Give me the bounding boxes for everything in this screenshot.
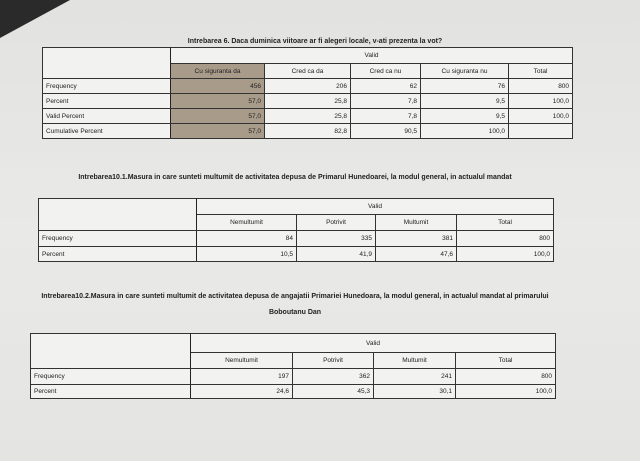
table-1: Valid Cu siguranta da Cred ca da Cred ca nu… xyxy=(42,47,574,139)
column-header-row: Nemultumit Potrivit Multumit Total xyxy=(31,352,557,369)
table-cell: 41,9 xyxy=(296,246,376,262)
header-row: Valid xyxy=(30,333,557,369)
table-row: Frequency 84 335 381 800 xyxy=(38,230,555,247)
table-cell: 25,8 xyxy=(264,108,351,124)
table-cell: 197 xyxy=(190,368,293,385)
column-header: Cred ca nu xyxy=(350,63,421,79)
table-cell: 7,8 xyxy=(350,93,421,109)
table-2-title: Intrebarea10.1.Masura in care sunteti mu… xyxy=(78,174,512,181)
column-header: Potrivit xyxy=(296,214,376,231)
table-3-title: Intrebarea10.2.Masura in care sunteti mu… xyxy=(41,293,549,316)
table-cell: 24,6 xyxy=(190,384,293,399)
table-cell: 45,3 xyxy=(292,384,374,399)
table-row: Percent 10,5 41,9 47,6 100,0 xyxy=(38,246,555,262)
column-header: Potrivit xyxy=(292,352,374,369)
table-cell: 47,6 xyxy=(375,246,457,262)
column-header: Nemultumit xyxy=(190,352,293,369)
column-header: Cu siguranta nu xyxy=(420,63,509,79)
row-label: Frequency xyxy=(38,230,197,247)
column-header: Total xyxy=(454,352,557,369)
header-row: Valid xyxy=(38,198,555,231)
table-cell: 800 xyxy=(455,230,555,247)
table-cell: 381 xyxy=(375,230,457,247)
table-cell: 62 xyxy=(350,78,421,94)
table-cell: 7,8 xyxy=(350,108,421,124)
table-cell: 100,0 xyxy=(454,384,557,399)
table-cell: 84 xyxy=(196,230,297,247)
table-2: Valid Nemultumit Potrivit Multumit Total Freq… xyxy=(38,198,555,262)
table-row: Cumulative Percent 57,0 82,8 90,5 100,0 xyxy=(42,123,574,139)
row-label: Frequency xyxy=(30,368,191,385)
group-header-valid: Valid xyxy=(169,47,574,64)
table-cell: 30,1 xyxy=(373,384,456,399)
row-label: Percent xyxy=(30,384,191,399)
table-cell: 10,5 xyxy=(196,246,297,262)
column-header: Total xyxy=(455,214,555,231)
table-row: Frequency 197 362 241 800 xyxy=(30,368,557,385)
table-1-title: Intrebarea 6. Daca duminica viitoare ar … xyxy=(187,38,443,45)
column-header: Cred ca da xyxy=(264,63,351,79)
group-header-valid: Valid xyxy=(189,333,557,353)
photo-shadow-corner xyxy=(0,0,70,38)
table-cell: 57,0 xyxy=(170,123,265,139)
table-row: Valid Percent 57,0 25,8 7,8 9,5 100,0 xyxy=(42,108,574,124)
table-cell xyxy=(507,123,574,139)
table-cell: 76 xyxy=(420,78,509,94)
table-cell: 800 xyxy=(507,78,574,94)
table-cell: 100,0 xyxy=(507,108,574,124)
column-header: Nemultumit xyxy=(196,214,297,231)
column-header: Multumit xyxy=(375,214,457,231)
table-cell: 100,0 xyxy=(455,246,555,262)
table-row: Percent 57,0 25,8 7,8 9,5 100,0 xyxy=(42,93,574,109)
empty-corner-cell xyxy=(30,333,191,369)
table-cell: 362 xyxy=(292,368,374,385)
header-row: Valid xyxy=(42,47,574,79)
table-cell: 456 xyxy=(170,78,265,94)
row-label: Valid Percent xyxy=(42,108,171,124)
column-header: Multumit xyxy=(373,352,456,369)
table-cell: 57,0 xyxy=(170,93,265,109)
table-cell: 335 xyxy=(296,230,376,247)
table-cell: 82,8 xyxy=(264,123,351,139)
group-header-valid: Valid xyxy=(195,198,555,215)
empty-corner-cell xyxy=(42,47,171,79)
row-label: Percent xyxy=(38,246,197,262)
table-cell: 25,8 xyxy=(264,93,351,109)
table-row: Frequency 456 206 62 76 800 xyxy=(42,78,574,94)
table-cell: 100,0 xyxy=(507,93,574,109)
table-3: Valid Nemultumit Potrivit Multumit Total Freq… xyxy=(30,333,557,399)
row-label: Percent xyxy=(42,93,171,109)
column-header-row: Cu siguranta da Cred ca da Cred ca nu Cu si… xyxy=(43,63,574,79)
table-cell: 800 xyxy=(454,368,557,385)
empty-corner-cell xyxy=(38,198,197,231)
table-cell: 241 xyxy=(373,368,456,385)
table-cell: 57,0 xyxy=(170,108,265,124)
table-row: Percent 24,6 45,3 30,1 100,0 xyxy=(30,384,557,399)
table-cell: 206 xyxy=(264,78,351,94)
table-cell: 90,5 xyxy=(350,123,421,139)
row-label: Cumulative Percent xyxy=(42,123,171,139)
row-label: Frequency xyxy=(42,78,171,94)
table-cell: 9,5 xyxy=(420,93,509,109)
column-header: Total xyxy=(507,63,574,79)
column-header: Cu siguranta da xyxy=(170,63,265,79)
table-cell: 9,5 xyxy=(420,108,509,124)
table-cell: 100,0 xyxy=(420,123,509,139)
